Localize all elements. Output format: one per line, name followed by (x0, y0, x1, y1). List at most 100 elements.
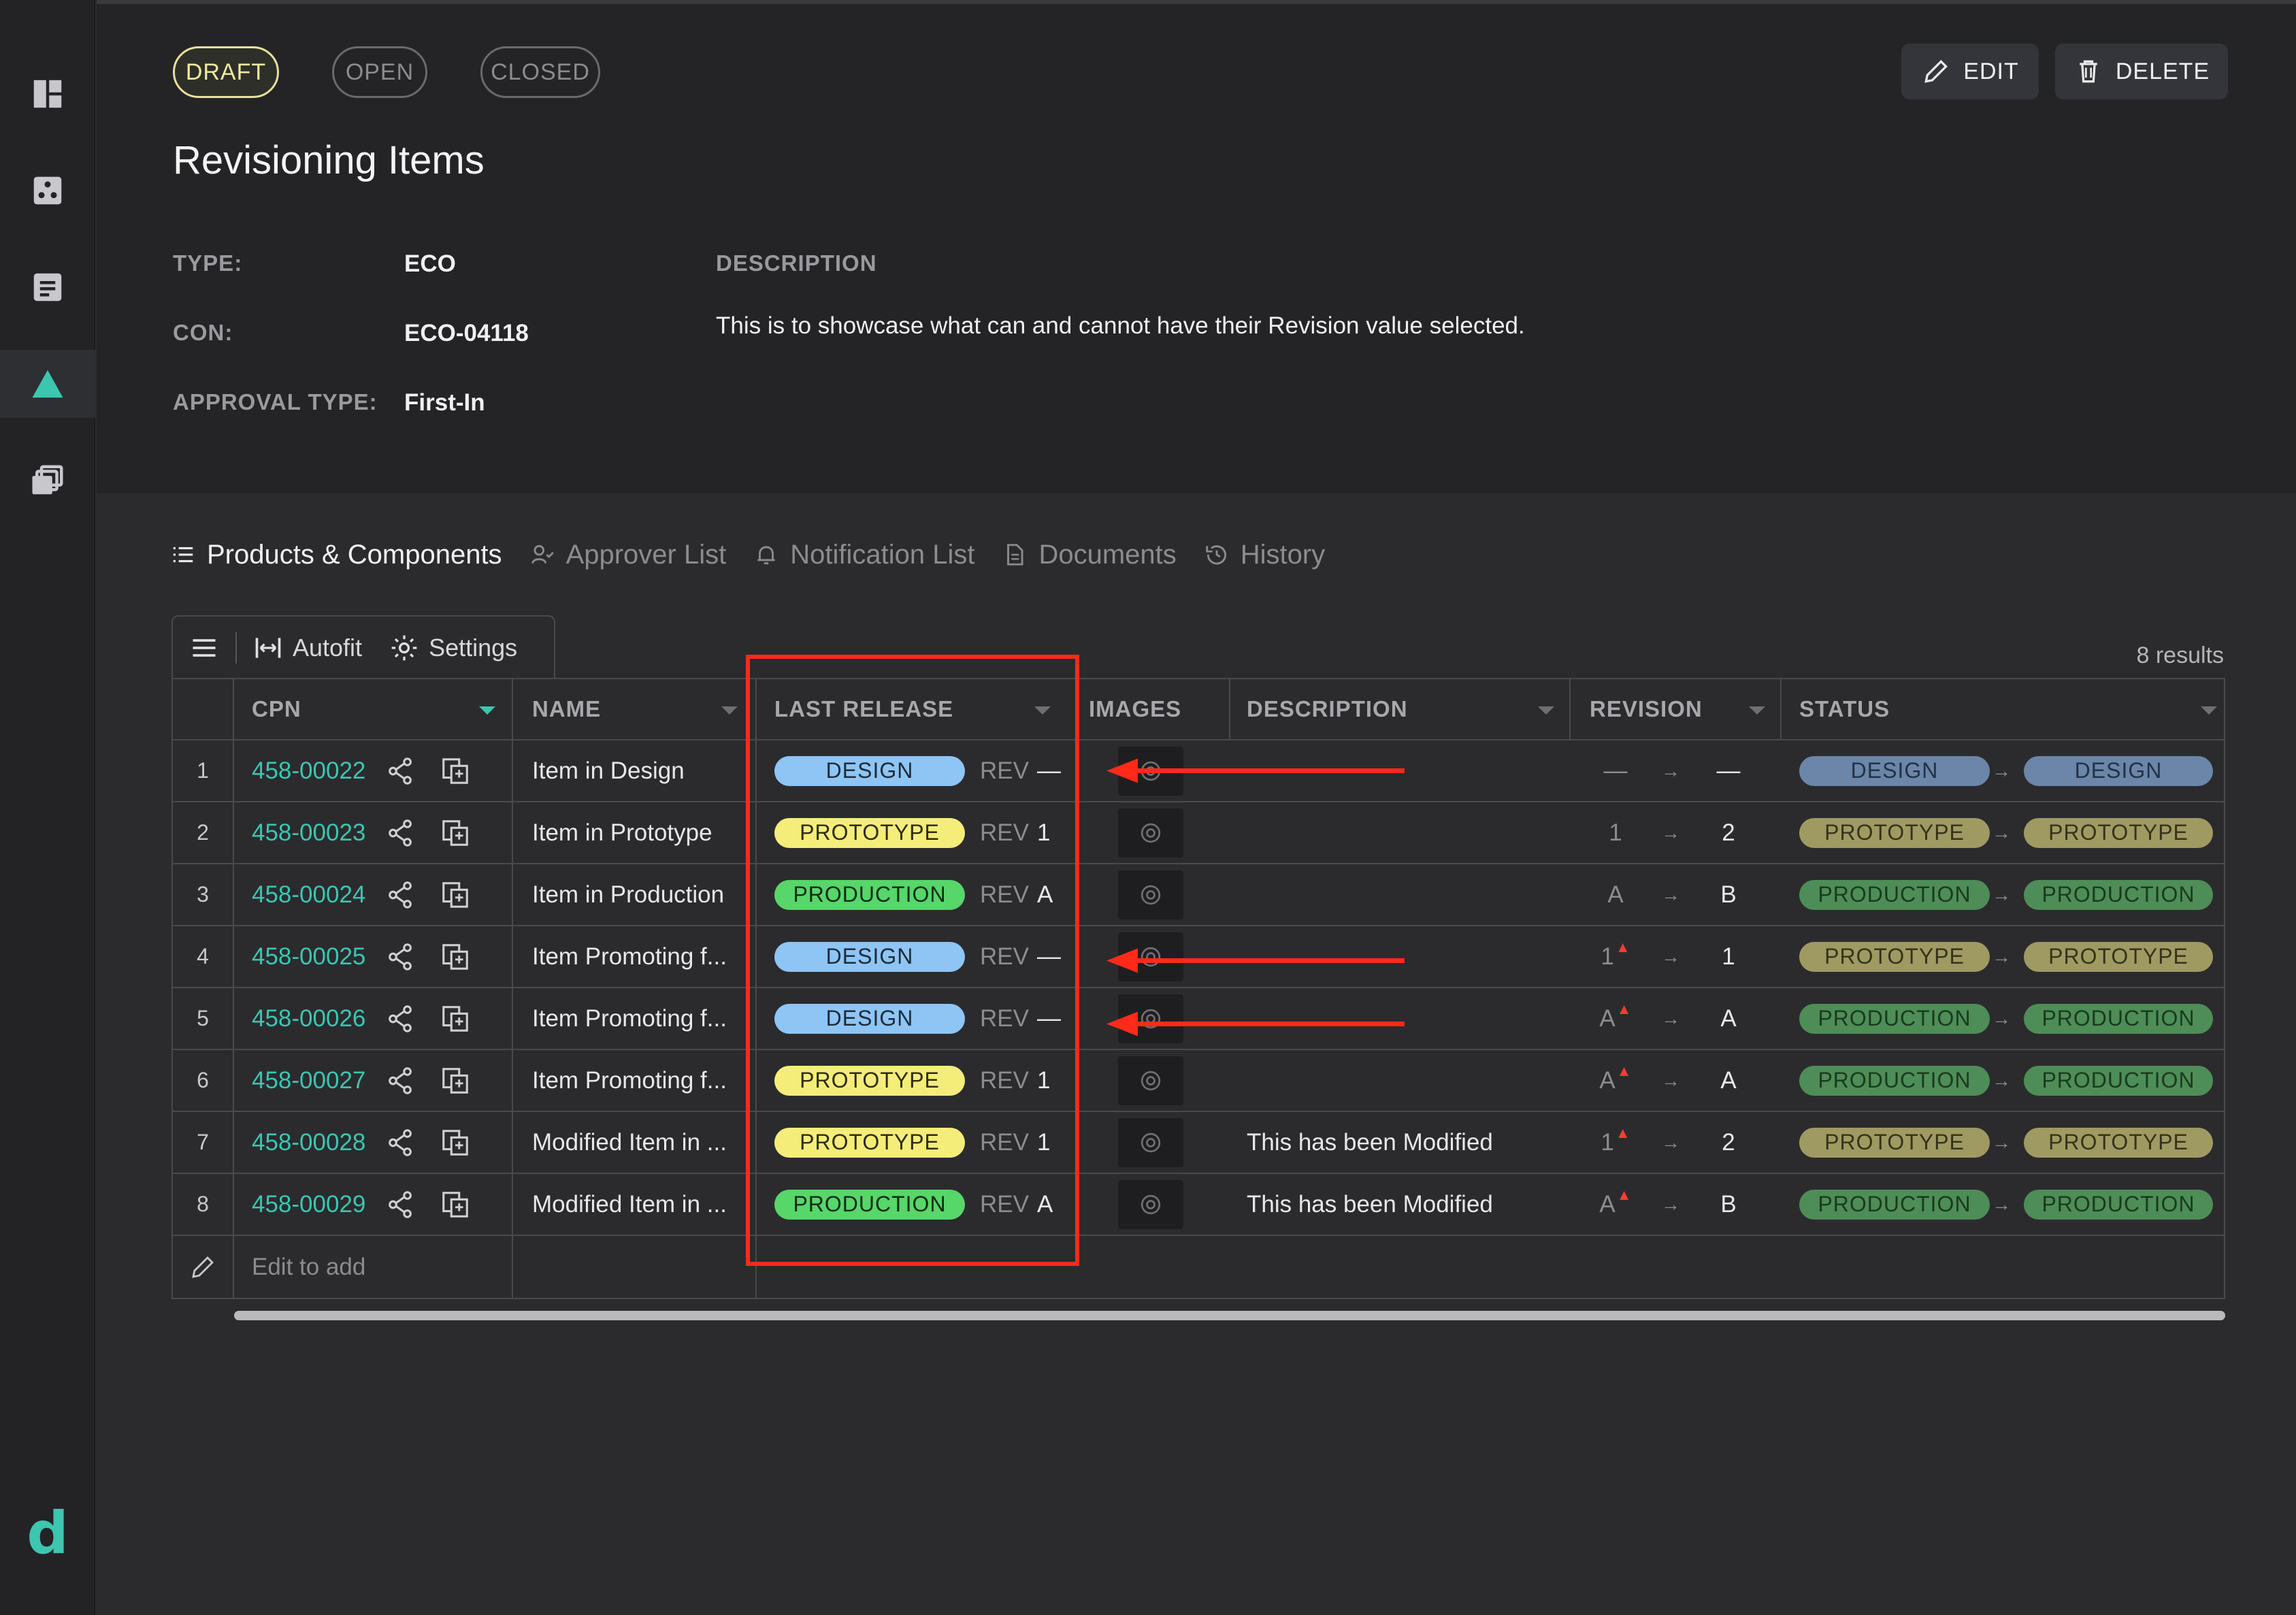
sidebar-item-components[interactable] (0, 157, 95, 225)
sidebar-item-documents[interactable] (0, 253, 95, 321)
cpn-link[interactable]: 458-00024 (252, 881, 366, 908)
header-cpn[interactable]: CPN (252, 696, 301, 721)
copy-icon[interactable] (440, 1174, 471, 1235)
delete-button[interactable]: DELETE (2055, 44, 2228, 99)
sort-caret-icon[interactable] (1538, 706, 1554, 715)
share-icon[interactable] (385, 864, 416, 925)
status-from-badge: PROTOTYPE (1799, 817, 1990, 848)
cpn-link[interactable]: 458-00029 (252, 1190, 366, 1218)
tab-label: Notification List (790, 539, 975, 570)
table-row[interactable]: 2 458-00023 Item in Prototype PROTOTYPE REV 1… (173, 802, 2224, 864)
last-release-badge: DESIGN (774, 1003, 965, 1034)
copy-icon[interactable] (440, 988, 471, 1049)
rev-label: REV (980, 943, 1029, 970)
copy-icon[interactable] (440, 740, 471, 801)
image-thumbnail[interactable] (1118, 1056, 1183, 1105)
sort-caret-icon[interactable] (479, 706, 495, 715)
cpn-link[interactable]: 458-00027 (252, 1066, 366, 1094)
image-thumbnail[interactable] (1118, 994, 1183, 1043)
table-row[interactable]: 7 458-00028 Modified Item in ... PROTOTYPE R… (173, 1112, 2224, 1174)
copy-icon[interactable] (440, 864, 471, 925)
image-thumbnail[interactable] (1118, 1118, 1183, 1167)
arrow-right-icon: → (1992, 883, 2011, 905)
cpn-link[interactable]: 458-00022 (252, 757, 366, 784)
status-from-badge: PROTOTYPE (1799, 1127, 1990, 1158)
sidebar-item-dashboard[interactable] (0, 60, 95, 128)
revision-to[interactable]: B (1720, 881, 1737, 908)
cpn-link[interactable]: 458-00028 (252, 1128, 366, 1156)
image-thumbnail[interactable] (1118, 1179, 1183, 1229)
status-pill-draft[interactable]: DRAFT (173, 46, 279, 98)
share-icon[interactable] (385, 1174, 416, 1235)
settings-button[interactable]: Settings (389, 633, 517, 663)
table-row[interactable]: 6 458-00027 Item Promoting f... PROTOTYPE RE… (173, 1050, 2224, 1112)
edit-button[interactable]: EDIT (1901, 44, 2039, 99)
sort-caret-icon[interactable] (1749, 706, 1765, 715)
share-icon[interactable] (385, 740, 416, 801)
tab-products-components[interactable]: Products & Components (170, 540, 502, 570)
type-label: TYPE: (173, 250, 243, 276)
cpn-link[interactable]: 458-00025 (252, 943, 366, 970)
header-status[interactable]: STATUS (1799, 696, 1890, 721)
brand-logo[interactable]: d (27, 1499, 69, 1567)
tab-documents[interactable]: Documents (1002, 540, 1177, 570)
header-name[interactable]: NAME (532, 696, 602, 721)
revision-to[interactable]: — (1716, 757, 1741, 784)
share-icon[interactable] (385, 926, 416, 987)
table-row[interactable]: 8 458-00029 Modified Item in ... PRODUCTION… (173, 1174, 2224, 1236)
image-thumbnail[interactable] (1118, 932, 1183, 981)
share-icon[interactable] (385, 988, 416, 1049)
share-icon[interactable] (385, 1050, 416, 1111)
sort-caret-icon[interactable] (2201, 706, 2217, 715)
header-description[interactable]: DESCRIPTION (1247, 696, 1408, 721)
add-row[interactable]: Edit to add (173, 1236, 2224, 1298)
status-to-badge: PRODUCTION (2024, 879, 2213, 910)
image-thumbnail[interactable] (1118, 746, 1183, 796)
image-thumbnail[interactable] (1118, 808, 1183, 858)
status-pill-open[interactable]: OPEN (332, 46, 427, 98)
cpn-link[interactable]: 458-00026 (252, 1005, 366, 1032)
status-from-badge: PRODUCTION (1799, 1003, 1990, 1034)
share-icon[interactable] (385, 802, 416, 863)
menu-button[interactable] (189, 633, 219, 663)
revision-to[interactable]: B (1720, 1190, 1737, 1218)
revision-to[interactable]: A (1720, 1066, 1737, 1094)
horizontal-scrollbar[interactable] (234, 1311, 2225, 1320)
rev-label: REV (980, 1066, 1029, 1094)
image-thumbnail[interactable] (1118, 870, 1183, 919)
sort-caret-icon[interactable] (1034, 706, 1051, 715)
status-pill-closed[interactable]: CLOSED (480, 46, 600, 98)
eco-header: DRAFT OPEN CLOSED EDIT DELETE Revisionin… (97, 0, 2296, 493)
tab-approver-list[interactable]: Approver List (529, 540, 726, 570)
revision-to[interactable]: 2 (1722, 819, 1735, 846)
header-images[interactable]: IMAGES (1089, 696, 1182, 721)
autofit-button[interactable]: Autofit (253, 633, 362, 663)
modified-indicator-icon: ▲ (1616, 1000, 1632, 1017)
copy-icon[interactable] (440, 926, 471, 987)
revision-to[interactable]: 2 (1722, 1128, 1735, 1156)
settings-label: Settings (429, 634, 518, 662)
sidebar-item-library[interactable] (0, 446, 95, 515)
copy-icon[interactable] (440, 802, 471, 863)
sidebar-item-changes[interactable] (0, 350, 95, 418)
edit-row-button[interactable] (173, 1236, 233, 1298)
table-row[interactable]: 1 458-00022 Item in Design DESIGN REV — — → — DES… (173, 740, 2224, 802)
header-last-release[interactable]: LAST RELEASE (774, 696, 954, 721)
cpn-link[interactable]: 458-00023 (252, 819, 366, 846)
header-revision[interactable]: REVISION (1590, 696, 1703, 721)
copy-icon[interactable] (440, 1112, 471, 1173)
row-number: 1 (197, 758, 209, 783)
share-icon[interactable] (385, 1112, 416, 1173)
copy-icon[interactable] (440, 1050, 471, 1111)
tab-notification-list[interactable]: Notification List (753, 540, 974, 570)
table-row[interactable]: 5 458-00026 Item Promoting f... DESIGN REV — A… (173, 988, 2224, 1050)
table-row[interactable]: 4 458-00025 Item Promoting f... DESIGN REV — 1… (173, 926, 2224, 988)
sort-caret-icon[interactable] (721, 706, 738, 715)
edit-to-add-placeholder[interactable]: Edit to add (252, 1253, 366, 1280)
revision-to[interactable]: 1 (1722, 943, 1735, 970)
table-row[interactable]: 3 458-00024 Item in Production PRODUCTION RE… (173, 864, 2224, 926)
camera-placeholder-icon (1141, 761, 1161, 781)
list-icon (173, 547, 193, 563)
tab-history[interactable]: History (1204, 540, 1325, 570)
revision-to[interactable]: A (1720, 1005, 1737, 1032)
